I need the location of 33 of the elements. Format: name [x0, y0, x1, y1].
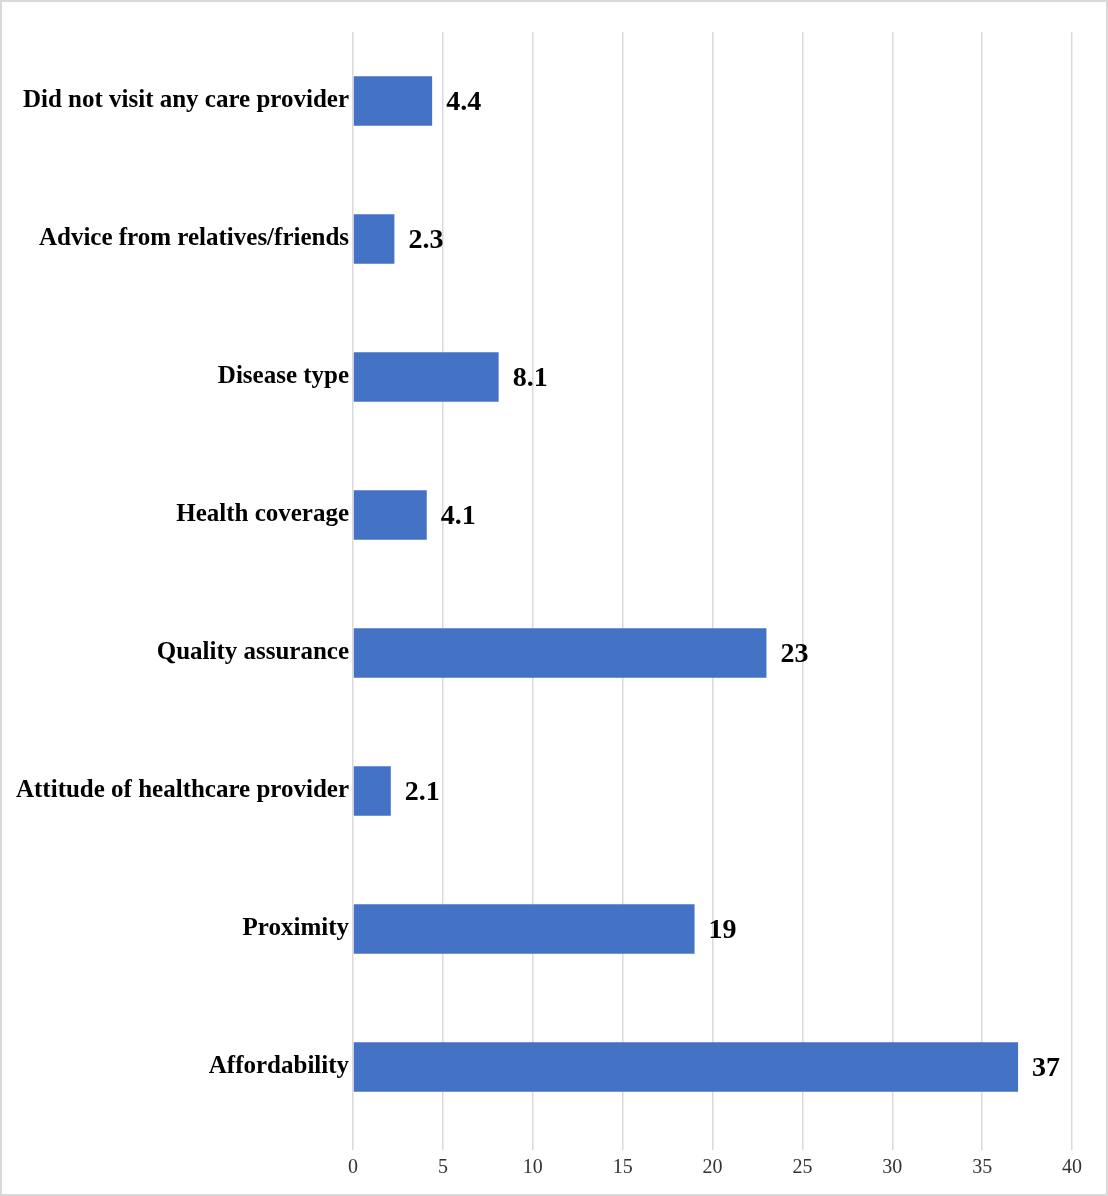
x-tick-label: 35	[972, 1155, 993, 1178]
data-label: 8.1	[512, 361, 548, 393]
y-tick-label: Advice from relatives/friends	[38, 223, 350, 251]
data-label: 4.4	[446, 85, 482, 117]
bar	[353, 214, 395, 264]
bar	[353, 76, 433, 126]
data-label: 2.3	[408, 223, 444, 255]
bar	[353, 1042, 1019, 1092]
y-tick-label: Proximity	[242, 913, 350, 941]
data-label: 37	[1032, 1051, 1061, 1083]
y-tick-label: Attitude of healthcare provider	[15, 775, 350, 803]
x-tick-label: 10	[522, 1155, 543, 1178]
bar	[353, 628, 767, 678]
y-tick-label: Quality assurance	[156, 637, 350, 665]
y-tick-label: Affordability	[208, 1051, 350, 1079]
bar	[353, 766, 391, 816]
x-tick-label: 40	[1062, 1155, 1082, 1178]
x-tick-label: 0	[348, 1155, 359, 1178]
y-tick-label: Did not visit any care provider	[22, 85, 350, 113]
data-label: 4.1	[440, 499, 476, 531]
data-label: 19	[708, 913, 737, 945]
x-tick-label: 20	[702, 1155, 723, 1178]
x-tick-label: 25	[792, 1155, 813, 1178]
x-tick-label: 30	[882, 1155, 903, 1178]
y-tick-label: Health coverage	[176, 499, 350, 527]
bar	[353, 352, 499, 402]
data-label: 23	[780, 637, 809, 669]
x-tick-label: 5	[437, 1155, 448, 1178]
bar	[353, 490, 427, 540]
x-tick-label: 15	[612, 1155, 633, 1178]
data-label: 2.1	[404, 775, 440, 807]
y-tick-label: Disease type	[217, 361, 350, 389]
bar	[353, 904, 695, 954]
